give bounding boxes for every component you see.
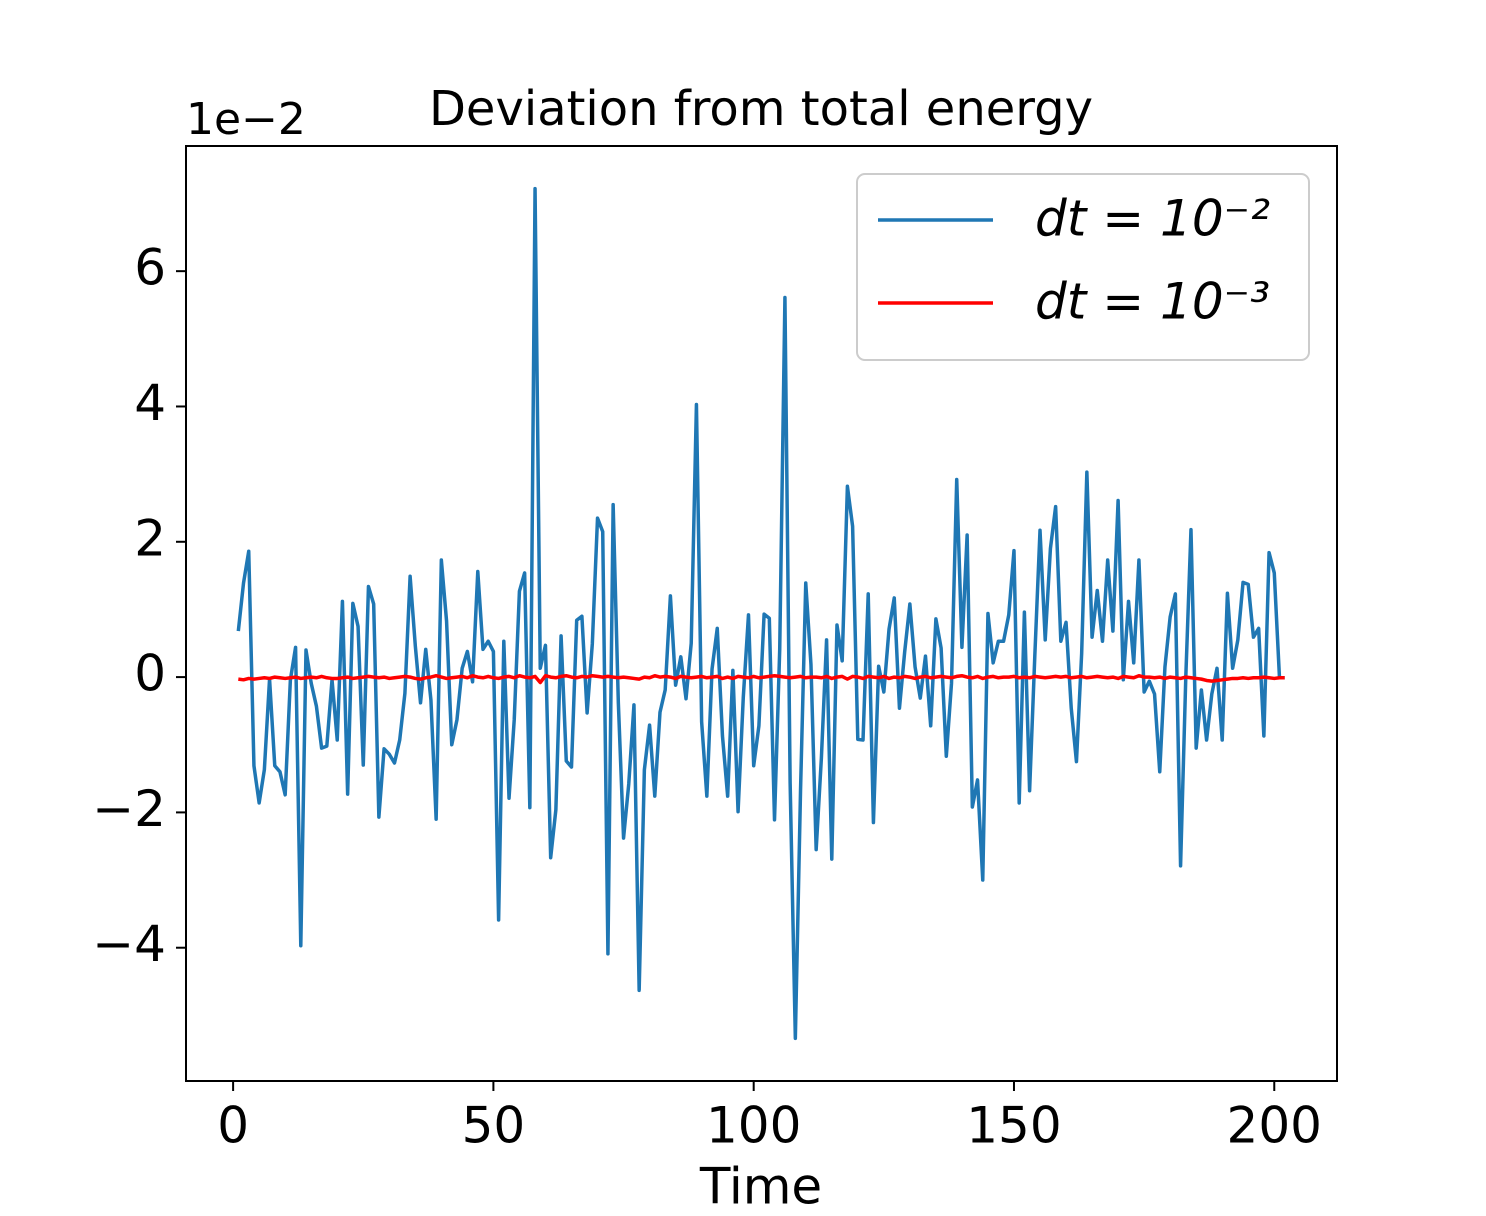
x-tick-label: 100: [706, 1097, 801, 1155]
legend-label: dt = 10⁻²: [1035, 190, 1270, 248]
y-tick-label: 2: [134, 509, 166, 567]
x-tick-label: 200: [1227, 1097, 1322, 1155]
y-tick-label: −2: [92, 780, 166, 838]
x-axis-label: Time: [699, 1158, 822, 1216]
y-tick-label: 4: [134, 374, 166, 432]
line-series: [238, 673, 1285, 685]
legend-label: dt = 10⁻³: [1035, 273, 1270, 331]
y-tick-label: −4: [92, 915, 166, 973]
line-series: [236, 186, 1285, 1041]
x-tick-label: 150: [966, 1097, 1061, 1155]
x-tick-label: 0: [217, 1097, 249, 1155]
chart-title: Deviation from total energy: [429, 81, 1093, 137]
y-tick-label: 6: [134, 239, 166, 297]
x-tick-label: 50: [462, 1097, 526, 1155]
offset-text: 1e−2: [186, 94, 306, 145]
plot-frame: [185, 145, 1338, 1082]
y-tick-label: 0: [134, 645, 166, 703]
